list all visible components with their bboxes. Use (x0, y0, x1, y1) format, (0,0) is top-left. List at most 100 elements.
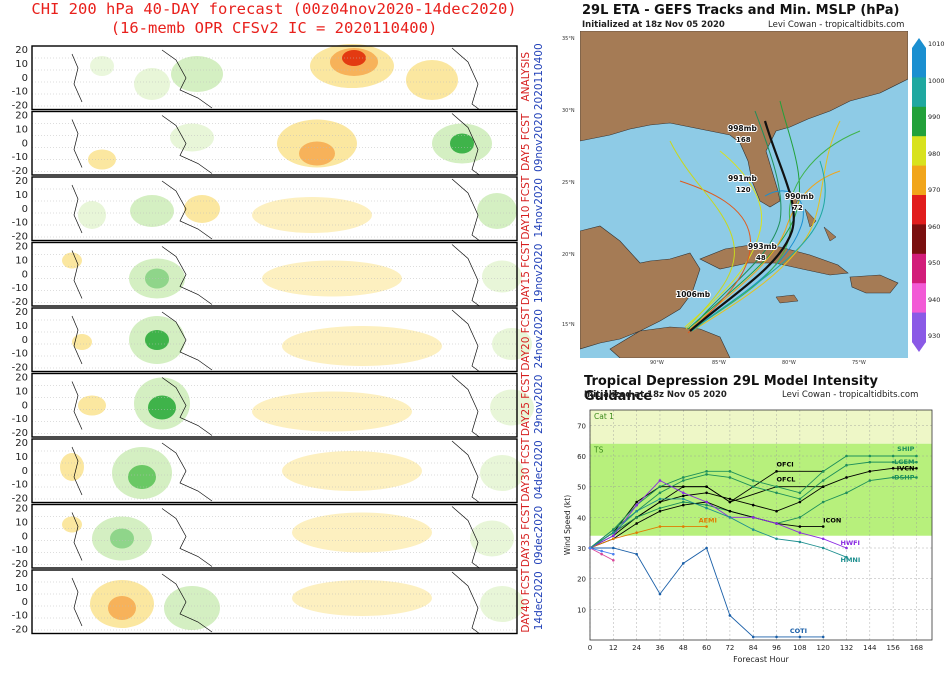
chi-y-tick: 10 (15, 386, 28, 397)
series-point (612, 558, 615, 562)
colorbar-top-arrow (912, 38, 926, 48)
series-point (705, 503, 708, 507)
chi-panel-frame (31, 307, 518, 373)
chi-coastline (71, 506, 481, 569)
series-label: ICON (823, 517, 841, 525)
lat-label-25: 25°N (562, 180, 575, 186)
chi-contour-3 (299, 141, 335, 166)
chi-y-tick: -20 (12, 428, 28, 439)
chi-contour-3 (78, 201, 106, 229)
colorbar-segment (912, 136, 926, 167)
chi-y-tick: 20 (15, 569, 28, 580)
series-point (821, 546, 825, 550)
chi-contour-3 (292, 580, 432, 616)
lon-label-80: 80°W (782, 360, 796, 366)
chi-y-tick: 10 (15, 190, 28, 201)
ensemble-track (689, 170, 841, 330)
chi-panel-frame (31, 438, 518, 504)
series-point (658, 506, 662, 510)
chi-y-tick: 20 (15, 373, 28, 384)
colorbar-segment (912, 312, 926, 343)
chi-y-tick: 0 (22, 400, 28, 411)
series-point (588, 546, 592, 550)
chi-panel-label-blue: 14dec2020 (533, 571, 545, 630)
jamaica (775, 294, 799, 304)
chi-panel-3: 20 10 0 -10 -20 DAY15 FCST 19nov2020 (12, 241, 545, 308)
series-point (845, 555, 848, 559)
chi-y-tick: 20 (15, 307, 28, 318)
chi-y-tick: 10 (15, 517, 28, 528)
x-tick-label: 144 (863, 644, 877, 652)
chi-y-tick: 0 (22, 269, 28, 280)
series-point (612, 531, 615, 534)
plot-frame (589, 409, 933, 641)
chi-contour-4 (60, 453, 84, 481)
chi-y-tick: -20 (12, 101, 28, 112)
chi-y-tick: 20 (15, 438, 28, 449)
chi-y-tick: -10 (12, 611, 28, 622)
chi-panel-label-red: DAY10 FCST (520, 175, 532, 239)
chi-y-tick: -20 (12, 363, 28, 374)
series-point (728, 470, 732, 473)
chi-contour-4 (184, 195, 220, 223)
x-tick-label: 24 (632, 644, 641, 652)
series-point (821, 485, 825, 488)
chi-panel-0: 20 10 0 -10 -20 ANALYSIS 2020110400 (12, 44, 545, 112)
series-point (681, 497, 685, 501)
y-tick-label: 10 (577, 606, 586, 614)
ensemble-track (691, 160, 826, 332)
lat-label-15: 15°N (562, 322, 575, 328)
series-point (775, 635, 778, 639)
x-tick-label: 84 (749, 644, 758, 652)
chi-y-tick: 10 (15, 321, 28, 332)
chi-panels-svg: 20 10 0 -10 -20 ANALYSIS 2020110400 20 10 0 -10 -20… (12, 44, 545, 636)
colorbar-segment (912, 48, 926, 78)
series-point (775, 470, 778, 473)
chi-y-tick: 10 (15, 452, 28, 463)
x-tick-label: 120 (816, 644, 829, 652)
series-point (612, 537, 615, 541)
chi-y-tick: 0 (22, 335, 28, 346)
series-label: SHIP (897, 445, 915, 453)
tracks-map: 998mb 168 991mb 120 990mb 72 993mb 48 1006mb (579, 30, 909, 359)
series-point (821, 525, 825, 528)
series-point (658, 485, 662, 488)
series-point (891, 466, 895, 470)
chi-y-tick: -10 (12, 87, 28, 98)
chi-panel-label-red: DAY30 FCST (520, 437, 532, 501)
series-point (658, 479, 662, 482)
series-point (845, 491, 848, 495)
series-point (658, 491, 662, 495)
series-point (845, 463, 848, 467)
series-label: OFCL (777, 476, 796, 484)
series-point (798, 500, 802, 504)
chi-y-tick: 20 (15, 176, 28, 187)
series-line-HMNI (589, 498, 847, 558)
series-point (728, 500, 732, 504)
chi-contour-1 (128, 465, 156, 489)
series-point (681, 491, 685, 495)
us-landmass (579, 30, 909, 208)
colorbar-bottom-arrow (912, 342, 926, 352)
band-label: TS (593, 446, 604, 455)
series-point (868, 454, 872, 458)
chi-coastline (71, 440, 481, 504)
chi-contour-1 (145, 330, 169, 350)
chi-panel-label-red: DAY20 FCST (520, 306, 532, 370)
colorbar-label: 960 (928, 222, 941, 231)
series-point (821, 479, 825, 482)
chi-contour-2 (282, 451, 422, 491)
series-point (635, 531, 638, 534)
series-point (681, 503, 685, 507)
series-line-AEMI (589, 526, 707, 549)
x-tick-label: 60 (702, 644, 711, 652)
intensity-chart: Cat 1 TS 10 20 30 40 50 60 70 0 12 24 36 48 60 72 84 96 10… (560, 400, 950, 671)
x-tick-label: 96 (772, 644, 781, 652)
series-point (658, 497, 662, 501)
chi-panel-1: 20 10 0 -10 -20 DAY5 FCST 09nov2020 (12, 111, 545, 178)
colorbar-segment (912, 253, 926, 284)
hispaniola (849, 274, 899, 294)
pressure-hour-label: 72 (793, 204, 803, 212)
x-axis-label: Forecast Hour (733, 655, 789, 664)
chi-panel-frame (31, 176, 518, 242)
